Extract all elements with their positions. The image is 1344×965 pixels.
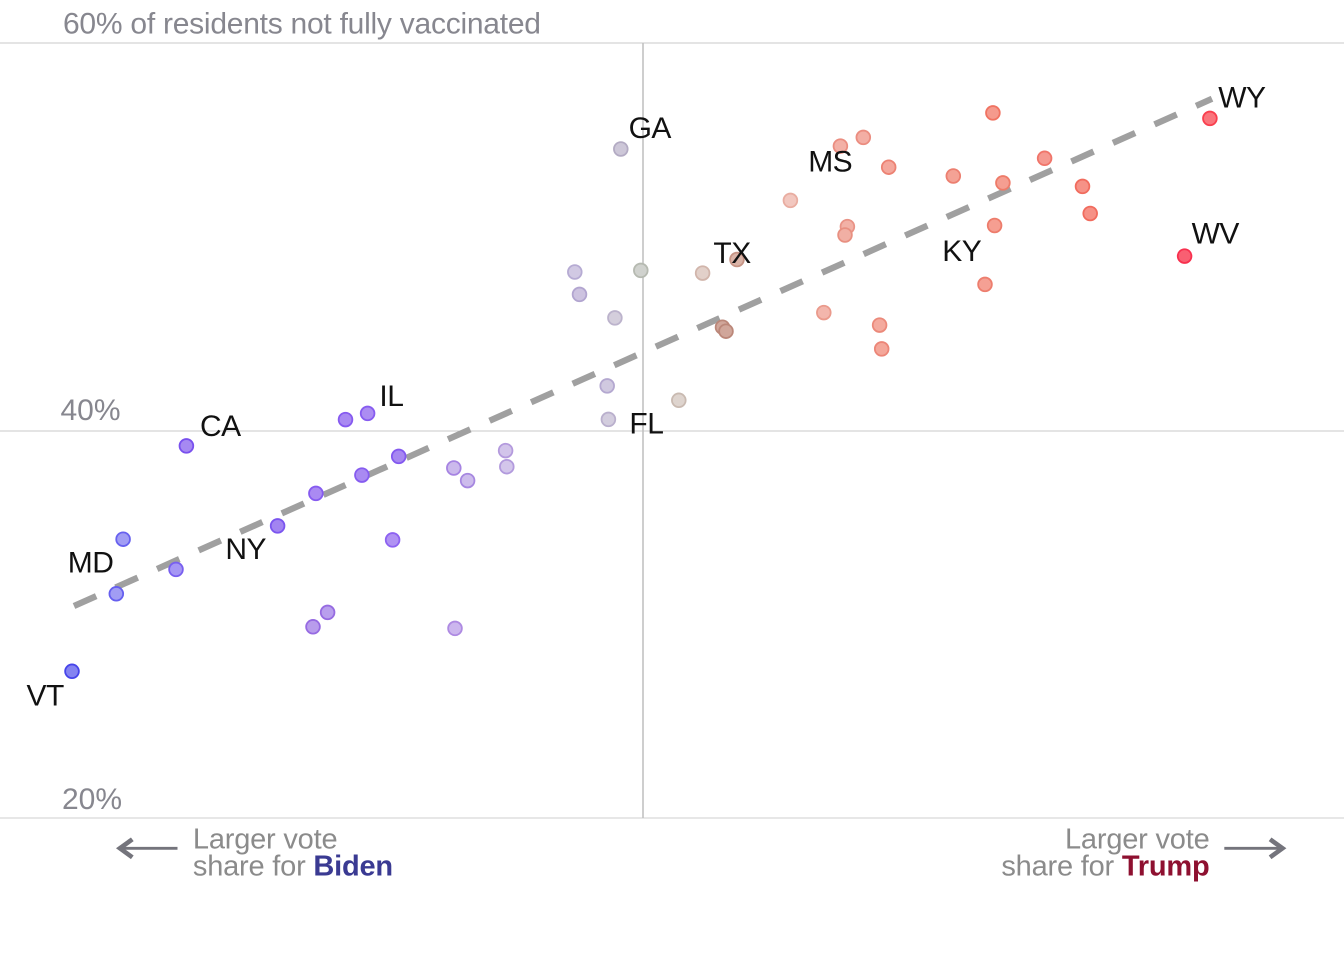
svg-text:FL: FL [629,408,663,441]
svg-text:Larger vote: Larger vote [193,824,338,856]
svg-text:WV: WV [1192,218,1240,251]
svg-text:WY: WY [1218,81,1266,114]
svg-text:share for Biden: share for Biden [193,851,393,883]
svg-text:MD: MD [68,547,114,580]
svg-text:NY: NY [225,533,266,566]
svg-text:IL: IL [379,380,403,413]
svg-text:KY: KY [942,235,982,268]
svg-text:CA: CA [200,410,241,443]
svg-text:share for Trump: share for Trump [1001,851,1209,883]
svg-text:40%: 40% [61,394,121,427]
svg-text:Larger vote: Larger vote [1065,824,1210,856]
svg-text:20%: 20% [62,783,122,816]
svg-text:MS: MS [808,146,852,179]
svg-text:GA: GA [629,112,672,145]
svg-text:VT: VT [27,680,65,713]
svg-text:60% of residents not fully vac: 60% of residents not fully vaccinated [63,7,541,40]
svg-text:TX: TX [713,237,751,270]
